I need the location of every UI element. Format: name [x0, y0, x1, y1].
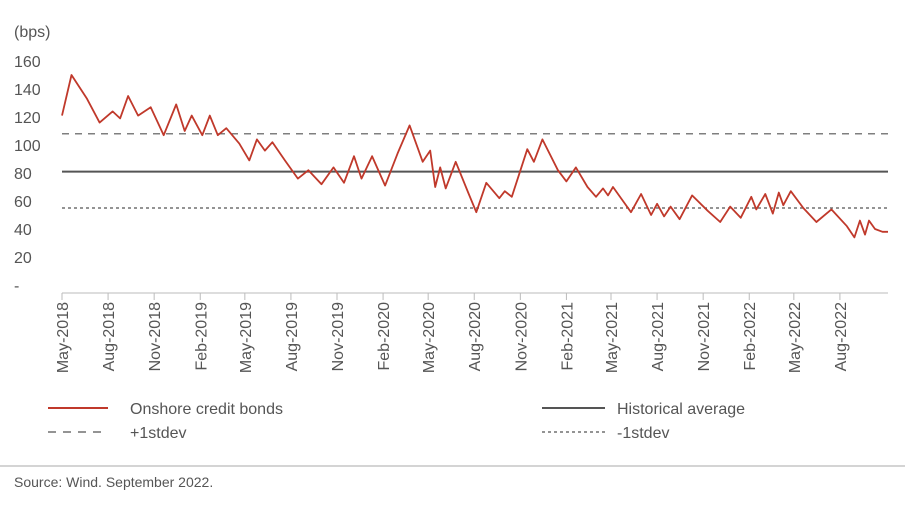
- legend: Onshore credit bonds +1stdev Historical …: [48, 401, 745, 442]
- x-tick-label: Feb-2021: [559, 302, 576, 371]
- legend-label-minus-1stdev: -1stdev: [617, 425, 669, 442]
- source-note: Source: Wind. September 2022.: [14, 474, 213, 490]
- x-tick-label: Nov-2020: [513, 302, 530, 371]
- y-tick-label: 40: [14, 222, 32, 239]
- x-tick-label: Aug-2018: [101, 302, 118, 371]
- legend-label-onshore-credit-bonds: Onshore credit bonds: [130, 401, 283, 418]
- x-tick-label: Aug-2019: [284, 302, 301, 371]
- y-tick-label: 160: [14, 54, 41, 71]
- y-tick-label: 20: [14, 250, 32, 267]
- x-tick-label: Aug-2020: [467, 302, 484, 371]
- y-axis-unit-label: (bps): [14, 24, 50, 41]
- y-tick-label: 140: [14, 82, 41, 99]
- y-tick-label: 60: [14, 194, 32, 211]
- x-tick-label: Aug-2022: [833, 302, 850, 371]
- x-tick-label: May-2020: [421, 302, 438, 373]
- x-tick-label: Feb-2022: [742, 302, 759, 371]
- x-tick-label: Feb-2020: [376, 302, 393, 371]
- x-axis-ticks: May-2018 Aug-2018 Nov-2018 Feb-2019 May-2019…: [55, 293, 850, 373]
- y-tick-label: 100: [14, 138, 41, 155]
- x-tick-label: May-2019: [238, 302, 255, 373]
- x-tick-label: Nov-2021: [696, 302, 713, 371]
- x-tick-label: May-2018: [55, 302, 72, 373]
- legend-label-historical-average: Historical average: [617, 401, 745, 418]
- y-tick-label: 120: [14, 110, 41, 127]
- series-lines: [61, 74, 888, 239]
- series-line-onshore-credit-bonds: [61, 74, 888, 239]
- legend-label-plus-1stdev: +1stdev: [130, 425, 186, 442]
- y-tick-label: 80: [14, 166, 32, 183]
- x-tick-label: Aug-2021: [650, 302, 667, 371]
- y-tick-label: -: [14, 278, 19, 295]
- y-axis-ticks: 160 140 120 100 80 60 40 20 -: [14, 54, 41, 295]
- x-tick-label: Nov-2018: [147, 302, 164, 371]
- x-tick-label: Feb-2019: [193, 302, 210, 371]
- x-tick-label: May-2022: [787, 302, 804, 373]
- x-tick-label: May-2021: [604, 302, 621, 373]
- x-tick-label: Nov-2019: [330, 302, 347, 371]
- reference-lines: [62, 133, 888, 209]
